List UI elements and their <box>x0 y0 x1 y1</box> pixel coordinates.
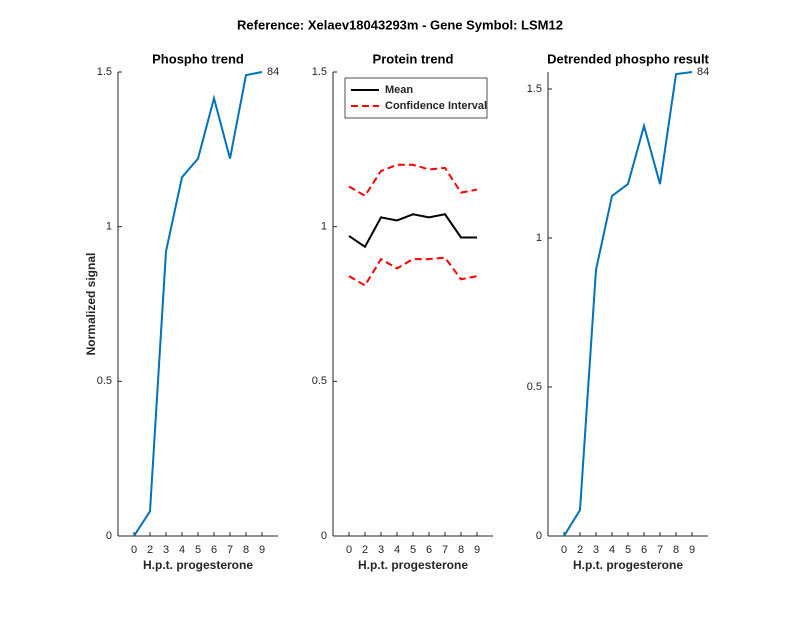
x-tick-label: 5 <box>625 544 631 556</box>
x-tick-label: 0 <box>131 544 137 556</box>
x-tick-label: 3 <box>593 544 599 556</box>
axes-title: Phospho trend <box>152 51 244 66</box>
x-tick-label: 3 <box>163 544 169 556</box>
x-axis-label: H.p.t. progesterone <box>358 558 468 572</box>
x-tick-label: 6 <box>641 544 647 556</box>
legend-label: Confidence Interval <box>385 100 487 112</box>
y-tick-label: 1.5 <box>527 83 542 95</box>
y-tick-label: 1 <box>321 221 327 233</box>
x-tick-label: 8 <box>243 544 249 556</box>
y-tick-label: 1.5 <box>97 66 112 78</box>
x-tick-label: 2 <box>362 544 368 556</box>
x-tick-label: 4 <box>609 544 615 556</box>
x-tick-label: 5 <box>410 544 416 556</box>
y-axis-label: Normalized signal <box>84 253 98 356</box>
x-tick-label: 5 <box>195 544 201 556</box>
annotation: 84 <box>267 66 279 78</box>
y-tick-label: 0 <box>106 530 112 542</box>
annotation: 84 <box>697 66 709 78</box>
data-line <box>348 213 477 249</box>
x-tick-label: 6 <box>426 544 432 556</box>
y-tick-label: 1 <box>536 232 542 244</box>
y-tick-label: 1 <box>106 221 112 233</box>
x-tick-label: 9 <box>259 544 265 556</box>
x-tick-label: 3 <box>378 544 384 556</box>
x-tick-label: 0 <box>346 544 352 556</box>
x-tick-label: 9 <box>474 544 480 556</box>
data-line <box>348 256 478 287</box>
data-line <box>563 71 693 537</box>
legend-box <box>344 77 488 119</box>
x-tick-label: 7 <box>657 544 663 556</box>
x-axis-label: H.p.t. progesterone <box>143 558 253 572</box>
x-tick-label: 0 <box>561 544 567 556</box>
x-tick-label: 7 <box>442 544 448 556</box>
y-tick-label: 0.5 <box>97 375 112 387</box>
y-tick-label: 0.5 <box>527 381 542 393</box>
figure-title: Reference: Xelaev18043293m - Gene Symbol… <box>237 17 563 32</box>
y-tick-label: 0.5 <box>312 375 327 387</box>
x-tick-label: 2 <box>147 544 153 556</box>
x-tick-label: 8 <box>673 544 679 556</box>
axes-title: Protein trend <box>373 51 454 66</box>
x-tick-label: 7 <box>227 544 233 556</box>
x-axis-label: H.p.t. progesterone <box>573 558 683 572</box>
x-tick-label: 8 <box>458 544 464 556</box>
y-tick-label: 0 <box>321 530 327 542</box>
y-tick-label: 0 <box>536 530 542 542</box>
x-tick-label: 6 <box>211 544 217 556</box>
x-tick-label: 4 <box>394 544 400 556</box>
data-line <box>348 163 478 198</box>
y-tick-label: 1.5 <box>312 66 327 78</box>
data-line <box>133 71 263 537</box>
x-tick-label: 9 <box>689 544 695 556</box>
x-tick-label: 2 <box>577 544 583 556</box>
axes-title: Detrended phospho result <box>547 51 709 66</box>
legend-label: Mean <box>385 84 413 96</box>
x-tick-label: 4 <box>179 544 185 556</box>
